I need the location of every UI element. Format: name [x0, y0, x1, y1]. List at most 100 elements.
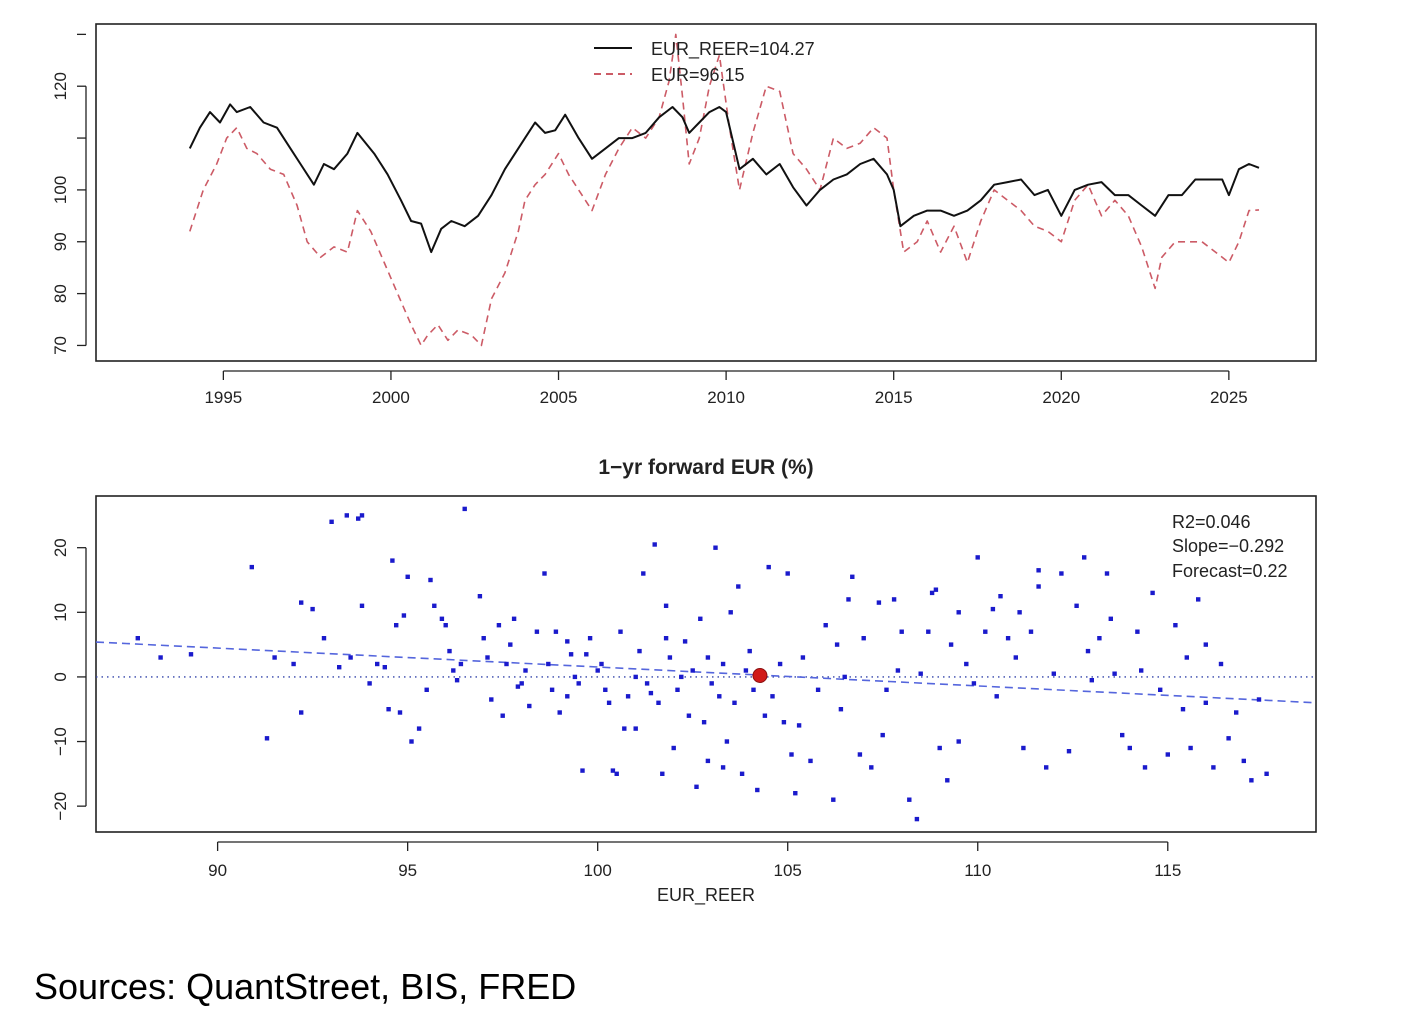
scatter-point [747, 648, 752, 654]
bottom-y-tick-label: 0 [51, 672, 70, 681]
scatter-point [534, 629, 540, 634]
scatter-point [1158, 687, 1163, 692]
scatter-point [1104, 571, 1110, 576]
scatter-point [1013, 655, 1018, 660]
bottom-x-tick-label: 95 [398, 861, 417, 880]
current-value-point [752, 668, 768, 684]
scatter-point [625, 694, 631, 699]
scatter-point [929, 590, 935, 596]
bottom-x-tick-label: 110 [964, 861, 991, 880]
scatter-point [519, 681, 524, 686]
scatter-point [679, 674, 684, 680]
scatter-point [1036, 584, 1041, 589]
scatter-point [595, 668, 600, 673]
scatter-point [158, 655, 163, 660]
top-plot-frame [95, 23, 1317, 362]
scatter-point [739, 771, 745, 776]
legend-label-eur: EUR=96.15 [651, 65, 745, 85]
scatter-point [880, 732, 885, 738]
scatter-point [884, 687, 889, 692]
scatter-point [1112, 671, 1117, 676]
reer-series-line [188, 103, 1260, 254]
scatter-point [1256, 697, 1262, 702]
scatter-point [1097, 636, 1102, 641]
scatter-point [1028, 629, 1034, 634]
scatter-point [1051, 671, 1056, 676]
scatter-point [409, 739, 414, 744]
scatter-point [918, 671, 923, 676]
scatter-point [603, 687, 608, 692]
scatter-point [785, 571, 790, 576]
scatter-point [504, 661, 509, 667]
scatter-point [390, 558, 395, 563]
scatter-point [1127, 745, 1132, 751]
scatter-point [964, 661, 969, 667]
scatter-point [1036, 568, 1041, 573]
scatter-point [321, 636, 327, 641]
scatter-point [956, 739, 961, 744]
top-y-axis: 70 80 90 100 120 [51, 33, 87, 355]
scatter-point [808, 758, 813, 764]
scatter-point [971, 681, 977, 686]
scatter-point [397, 710, 403, 715]
scatter-point [394, 623, 399, 628]
bottom-reference-lines [95, 641, 1317, 704]
scatter-point [633, 674, 638, 680]
scatter-point [523, 668, 528, 673]
scatter-point [755, 787, 760, 793]
scatter-point [249, 564, 254, 570]
scatter-point [489, 697, 494, 702]
scatter-point [1203, 642, 1208, 647]
scatter-point [789, 752, 794, 757]
scatter-point [606, 700, 612, 705]
eur-series-line [189, 33, 1260, 347]
scatter-point [1196, 597, 1201, 602]
legend-label-reer: EUR_REER=104.27 [651, 39, 815, 60]
scatter-point [876, 600, 882, 605]
bottom-plot-frame [95, 495, 1317, 833]
top-series [188, 33, 1260, 347]
bottom-y-axis: −20 −10 0 10 20 [51, 538, 87, 821]
scatter-point [1074, 603, 1079, 608]
scatter-point [337, 665, 342, 670]
forward-scatter-chart: 1−yr forward EUR (%) 90 95 100 105 110 115 −2… [51, 456, 1317, 906]
scatter-point [329, 519, 334, 524]
scatter-point [1066, 749, 1072, 754]
scatter-point [348, 655, 353, 660]
scatter-point [869, 765, 874, 770]
scatter-point [914, 816, 920, 822]
regression-fit-line [95, 641, 1317, 704]
scatter-point [458, 661, 464, 667]
scatter-point [299, 600, 304, 605]
top-y-tick-label: 70 [51, 336, 70, 355]
scatter-point [751, 687, 756, 692]
scatter-point [1211, 765, 1216, 770]
sources-footnote: Sources: QuantStreet, BIS, FRED [34, 966, 577, 1007]
scatter-point [587, 636, 593, 641]
scatter-point [705, 655, 711, 660]
bottom-y-tick-label: −10 [51, 727, 70, 756]
scatter-point [736, 584, 741, 589]
scatter-point [1180, 707, 1186, 712]
scatter-point [359, 603, 365, 608]
scatter-point [857, 752, 863, 757]
scatter-points [135, 506, 1269, 822]
scatter-point [781, 720, 787, 725]
scatter-point [439, 616, 445, 621]
scatter-point [1264, 771, 1269, 776]
scatter-point [933, 587, 939, 592]
scatter-point [527, 703, 532, 709]
scatter-point [690, 668, 695, 673]
scatter-point [299, 710, 304, 715]
x-axis-label: EUR_REER [657, 885, 755, 906]
scatter-point [637, 648, 642, 654]
scatter-point [720, 765, 726, 770]
scatter-point [310, 606, 315, 612]
stat-r2: R2=0.046 [1172, 512, 1251, 532]
scatter-point [694, 784, 699, 789]
scatter-point [614, 771, 619, 776]
scatter-point [565, 639, 570, 644]
scatter-point [652, 542, 657, 547]
scatter-point [451, 668, 456, 673]
